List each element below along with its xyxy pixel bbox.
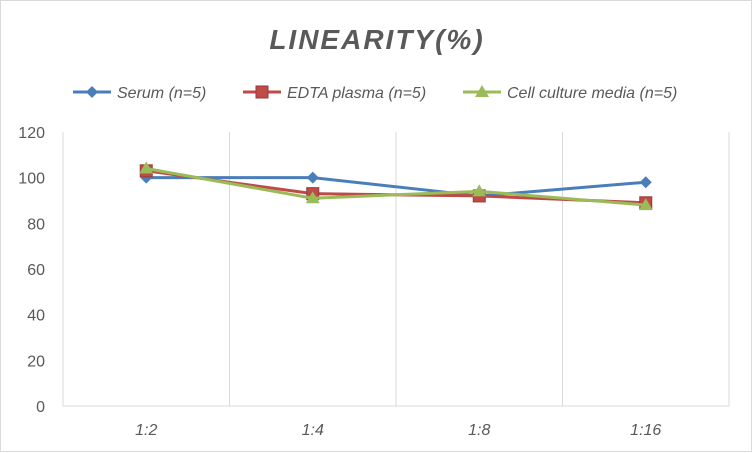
y-tick-label: 20	[27, 353, 45, 370]
series-1	[140, 171, 652, 202]
y-tick-label: 60	[27, 262, 45, 279]
series-line	[145, 167, 646, 207]
data-point-square	[255, 85, 269, 99]
y-tick-label: 40	[27, 308, 45, 325]
series-line	[146, 176, 646, 198]
legend: Serum (n=5) EDTA plasma (n=5) Cell culture…	[73, 85, 677, 102]
data-point-triangle	[475, 85, 489, 97]
y-tick-label: 120	[18, 125, 45, 142]
legend-label: Cell culture media (n=5)	[507, 85, 677, 102]
legend-label: Serum (n=5)	[117, 85, 206, 102]
data-point-triangle	[472, 184, 487, 197]
series-group	[139, 161, 653, 211]
series-3	[139, 161, 653, 211]
x-axis-ticks: 1:2 1:4 1:8 1:16	[135, 422, 661, 439]
data-point-triangle	[305, 191, 320, 204]
data-point-diamond	[86, 86, 98, 98]
x-tick-label: 1:2	[135, 422, 157, 439]
data-point-diamond	[639, 176, 652, 189]
chart-title: LINEARITY(%)	[269, 24, 484, 55]
data-point-triangle	[139, 161, 154, 174]
data-point-triangle	[638, 198, 653, 211]
y-tick-label: 0	[36, 399, 45, 416]
x-tick-label: 1:8	[468, 422, 490, 439]
y-axis-ticks: 0 20 40 60 80 100 120	[18, 125, 45, 416]
x-tick-label: 1:4	[302, 422, 324, 439]
data-point-diamond	[306, 171, 319, 184]
legend-item-1: Serum (n=5)	[73, 85, 206, 102]
y-tick-label: 100	[18, 171, 45, 188]
y-tick-label: 80	[27, 216, 45, 233]
legend-item-3: Cell culture media (n=5)	[463, 85, 677, 102]
legend-label: EDTA plasma (n=5)	[287, 85, 426, 102]
legend-item-2: EDTA plasma (n=5)	[243, 85, 426, 102]
x-tick-label: 1:16	[630, 422, 661, 439]
